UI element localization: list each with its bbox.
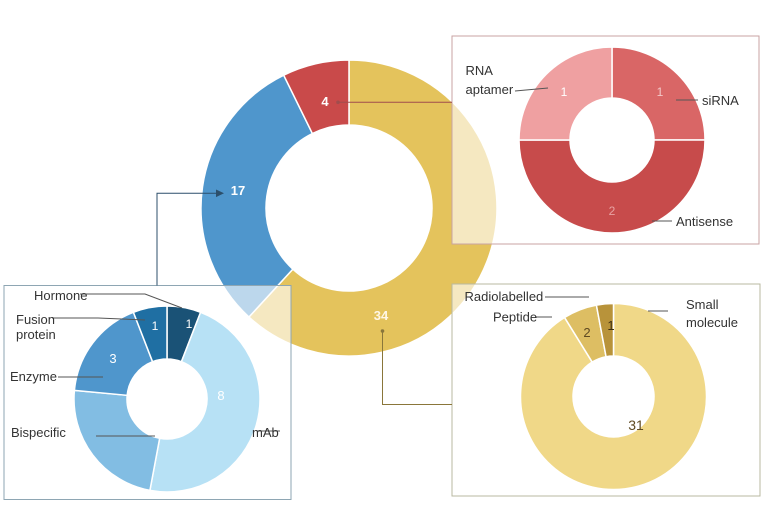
svg-text:2: 2 [583,325,590,340]
svg-text:Radiolabelled: Radiolabelled [465,289,544,304]
svg-text:4: 4 [321,94,329,109]
svg-text:1: 1 [607,318,614,333]
svg-text:1: 1 [657,85,664,99]
svg-text:Antisense: Antisense [676,214,733,229]
svg-text:Peptide: Peptide [493,310,537,325]
svg-text:1: 1 [152,319,159,333]
svg-text:Small: Small [686,297,719,312]
svg-text:3: 3 [109,351,116,366]
svg-text:Enzyme: Enzyme [10,369,57,384]
svg-text:aptamer: aptamer [466,82,514,97]
svg-text:Fusion: Fusion [16,312,55,327]
svg-text:molecule: molecule [686,315,738,330]
svg-text:1: 1 [561,85,568,99]
svg-text:Bispecific: Bispecific [11,425,66,440]
svg-text:17: 17 [231,183,245,198]
svg-text:34: 34 [374,308,389,323]
svg-text:Hormone: Hormone [34,288,87,303]
svg-text:8: 8 [217,388,224,403]
svg-text:1: 1 [186,317,193,331]
svg-text:31: 31 [628,417,644,433]
svg-text:mAb: mAb [252,425,279,440]
svg-text:4: 4 [172,412,179,427]
svg-text:2: 2 [609,204,616,218]
svg-text:siRNA: siRNA [702,93,739,108]
svg-text:protein: protein [16,327,56,342]
svg-text:RNA: RNA [466,63,494,78]
